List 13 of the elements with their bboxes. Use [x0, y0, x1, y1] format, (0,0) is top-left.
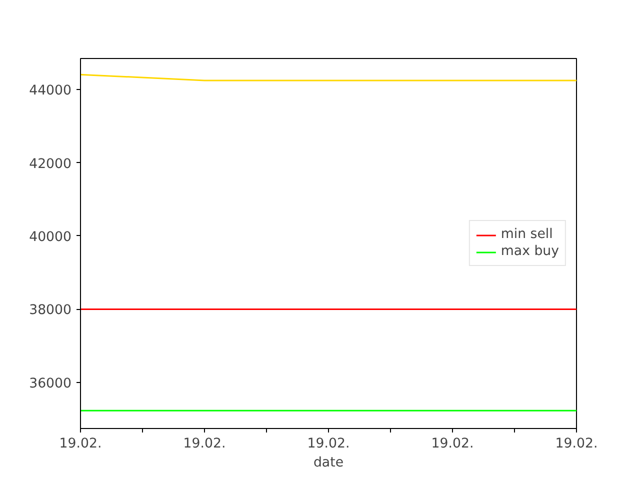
legend-label: min sell	[500, 227, 553, 242]
legend-label: max buy	[500, 244, 559, 259]
y-tick-label: 38000	[29, 303, 72, 318]
x-axis-title: date	[313, 456, 344, 470]
x-tick-label: 19.02.	[59, 436, 102, 452]
y-tick-label: 42000	[29, 156, 72, 172]
y-tick-label: 44000	[29, 84, 72, 99]
y-tick-label: 36000	[29, 376, 72, 392]
x-tick-label: 19.02.	[183, 436, 226, 452]
x-tick-label: 19.02.	[307, 436, 350, 452]
y-tick-label: 40000	[29, 230, 72, 245]
x-tick-label: 19.02.	[431, 436, 474, 452]
x-tick-label: 19.02.	[555, 436, 598, 452]
